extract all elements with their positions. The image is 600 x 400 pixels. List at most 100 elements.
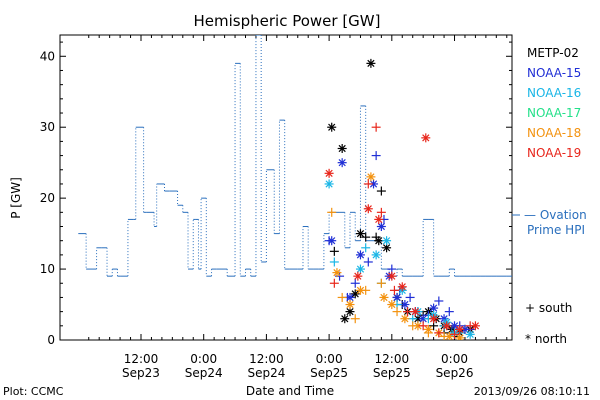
north-point-noaa-18: [332, 268, 342, 278]
north-point-noaa-15-d2: [450, 322, 459, 330]
legend-ovation-line1: — Ovation: [524, 208, 587, 222]
chart-title: Hemispheric Power [GW]: [194, 12, 381, 30]
north-point-noaa-18: [444, 331, 454, 340]
north-point-noaa-19: [363, 204, 373, 214]
north-point-noaa-19-d2: [456, 325, 464, 333]
north-point-metp-02: [337, 143, 347, 153]
south-point-metp-02: [376, 186, 386, 196]
north-point-metp-02-d2: [367, 59, 375, 67]
north-point-metp-02: [366, 58, 376, 68]
north-point-noaa-19: [421, 133, 431, 143]
north-point-noaa-19-d2: [354, 272, 362, 280]
south-point-noaa-15: [434, 296, 444, 306]
north-point-noaa-16-d2: [382, 237, 391, 245]
north-point-noaa-15-d2: [338, 159, 346, 167]
south-point-noaa-15: [444, 307, 454, 317]
north-point-noaa-19: [374, 214, 384, 224]
south-point-noaa-19: [434, 328, 444, 338]
north-point-metp-02-d2: [346, 308, 354, 316]
north-point-noaa-15-d2: [419, 315, 427, 323]
north-point-noaa-16-d2: [466, 330, 474, 338]
north-point-noaa-19: [324, 168, 334, 178]
north-point-noaa-16-d2: [372, 251, 380, 259]
south-point-noaa-15: [350, 278, 360, 288]
north-point-metp-02: [327, 122, 337, 132]
south-point-metp-02: [361, 232, 371, 242]
north-point-noaa-18: [355, 285, 365, 295]
legend-entry-metp-02: METP-02: [527, 46, 579, 60]
north-point-metp-02-d2: [341, 315, 349, 323]
south-point-noaa-19: [389, 285, 399, 295]
x-tick-label-date: Sep25: [373, 366, 411, 380]
south-point-noaa-18: [337, 292, 347, 302]
south-point-noaa-19: [329, 278, 339, 288]
north-point-noaa-15: [355, 250, 365, 260]
north-point-noaa-19-d2: [375, 215, 383, 224]
x-tick-label-date: Sep25: [310, 366, 348, 380]
south-point-noaa-16: [361, 243, 371, 253]
north-point-noaa-15: [450, 321, 460, 331]
legend-entry-noaa-19: NOAA-19: [527, 146, 581, 160]
north-point-metp-02: [374, 236, 384, 246]
north-point-noaa-19: [410, 307, 420, 317]
north-point-metp-02-d2: [414, 315, 422, 323]
north-point-noaa-19: [353, 271, 363, 281]
north-point-noaa-18-d2: [456, 334, 464, 340]
north-point-noaa-15-d2: [401, 300, 409, 309]
north-point-metp-02-d2: [375, 237, 383, 245]
north-point-noaa-19: [470, 321, 480, 331]
north-point-noaa-16-d2: [356, 265, 365, 273]
north-point-noaa-15-d2: [369, 180, 378, 188]
south-point-noaa-18: [376, 278, 386, 288]
x-tick-label-date: Sep24: [185, 366, 223, 380]
south-point-noaa-19: [402, 307, 412, 317]
north-point-metp-02: [345, 307, 355, 317]
north-point-noaa-19-d2: [325, 169, 333, 177]
north-point-metp-02-d2: [351, 290, 359, 298]
north-point-noaa-15: [400, 300, 410, 310]
north-point-noaa-19-d2: [364, 205, 372, 213]
north-point-noaa-16: [382, 236, 392, 246]
north-point-noaa-19-d2: [422, 134, 430, 142]
south-point-noaa-18: [327, 207, 337, 217]
south-point-noaa-15: [371, 151, 381, 161]
north-point-noaa-18-d2: [356, 286, 365, 294]
north-point-noaa-18: [400, 314, 410, 324]
north-point-noaa-15-d2: [393, 293, 401, 302]
south-point-metp-02: [329, 246, 339, 256]
x-tick-label-time: 0:00: [441, 352, 468, 366]
north-point-noaa-19: [429, 314, 439, 324]
x-axis-label: Date and Time: [246, 384, 334, 398]
plot-credit: Plot: CCMC: [3, 385, 64, 398]
x-tick-label-time: 12:00: [249, 352, 284, 366]
south-point-noaa-16: [329, 257, 339, 267]
north-point-noaa-16: [465, 329, 475, 339]
north-point-noaa-16: [324, 179, 334, 189]
north-point-noaa-16: [371, 250, 381, 260]
north-point-noaa-18: [387, 300, 397, 310]
x-tick-label-date: Sep24: [247, 366, 285, 380]
north-point-noaa-15-d2: [356, 251, 365, 259]
plot-timestamp: 2013/09/26 08:10:11: [474, 385, 590, 398]
south-point-noaa-19: [376, 207, 386, 217]
north-point-noaa-15-d2: [429, 304, 438, 312]
north-point-noaa-19-d2: [388, 272, 396, 280]
north-point-noaa-18: [423, 324, 433, 334]
north-point-noaa-18: [366, 172, 376, 182]
y-tick-label: 0: [47, 333, 55, 347]
south-point-noaa-15: [405, 292, 415, 302]
north-point-noaa-15-d2: [346, 293, 354, 302]
north-point-noaa-19-d2: [411, 308, 419, 316]
north-point-metp-02: [355, 229, 365, 239]
north-point-noaa-19: [397, 282, 407, 292]
x-tick-label-time: 0:00: [316, 352, 343, 366]
north-point-noaa-15: [376, 222, 386, 232]
north-point-noaa-18-d2: [401, 315, 409, 323]
legend: METP-02 NOAA-15 NOAA-16 NOAA-17 NOAA-18 NOAA-…: [512, 46, 587, 346]
south-point-noaa-18: [392, 307, 402, 317]
y-tick-label: 10: [40, 262, 55, 276]
south-point-noaa-15: [363, 257, 373, 267]
legend-ovation-line2: Prime HPI: [527, 223, 585, 237]
south-point-noaa-19: [363, 179, 373, 189]
